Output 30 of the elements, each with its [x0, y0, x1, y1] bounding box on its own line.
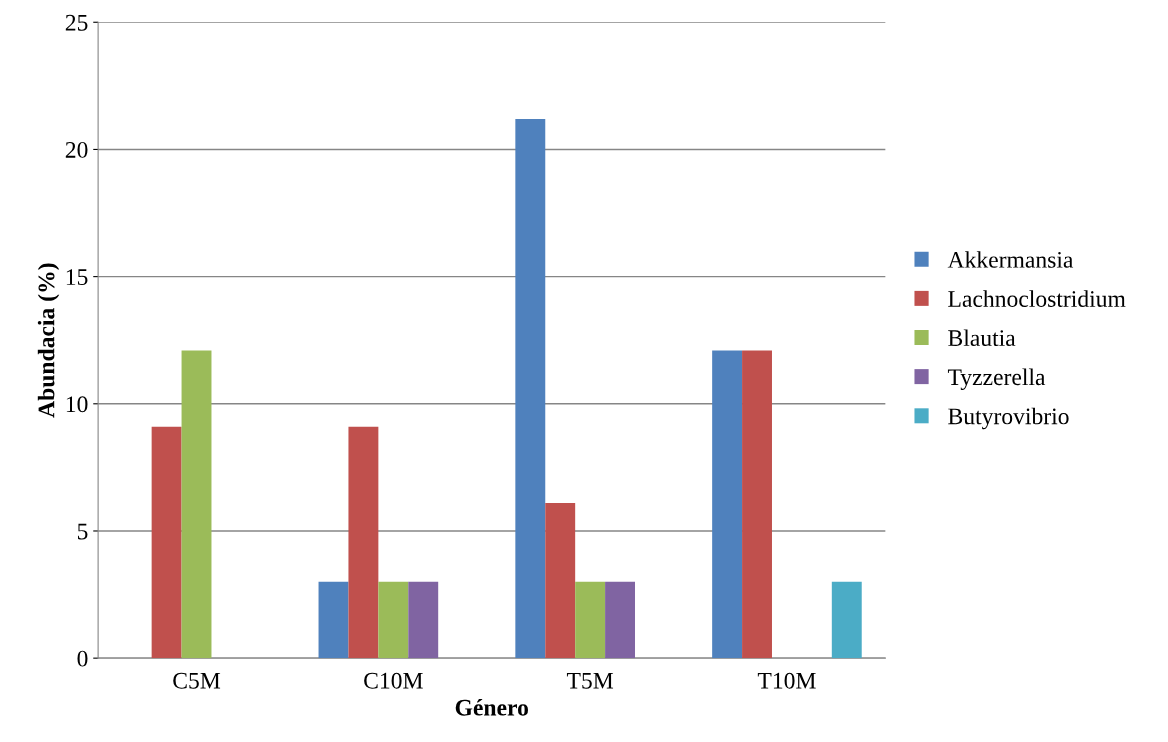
y-tick-label: 5 — [77, 523, 88, 540]
bar — [348, 426, 379, 659]
bar — [181, 350, 212, 659]
y-axis-title: Abundacia (%) — [37, 263, 60, 418]
bar — [605, 581, 635, 659]
bar — [378, 581, 409, 659]
bar — [831, 581, 862, 659]
y-tick-label: 0 — [77, 650, 88, 667]
bar — [742, 350, 772, 659]
y-tick-label: 20 — [65, 141, 88, 158]
bar — [545, 503, 576, 659]
legend-label: Tyzzerella — [947, 368, 1046, 391]
x-tick-label: T5M — [566, 672, 614, 689]
y-tick-label: 10 — [66, 396, 88, 413]
bar — [515, 118, 546, 659]
x-tick-label: T10M — [757, 672, 816, 689]
y-tick-label: 15 — [66, 269, 88, 286]
x-tick-label: C5M — [173, 672, 221, 689]
legend-label: Akkermansia — [947, 251, 1074, 268]
bar — [575, 581, 606, 659]
legend-label: Blautia — [948, 329, 1016, 347]
y-tick-label: 25 — [65, 14, 88, 31]
legend-label: Butyrovibrio — [948, 407, 1069, 430]
bar — [712, 350, 743, 659]
bar — [408, 581, 439, 659]
x-axis-title: Género — [455, 698, 528, 716]
bar — [318, 581, 349, 659]
bar — [151, 426, 182, 659]
legend-label: Lachnoclostridium — [948, 290, 1126, 307]
x-tick-label: C10M — [364, 672, 423, 689]
